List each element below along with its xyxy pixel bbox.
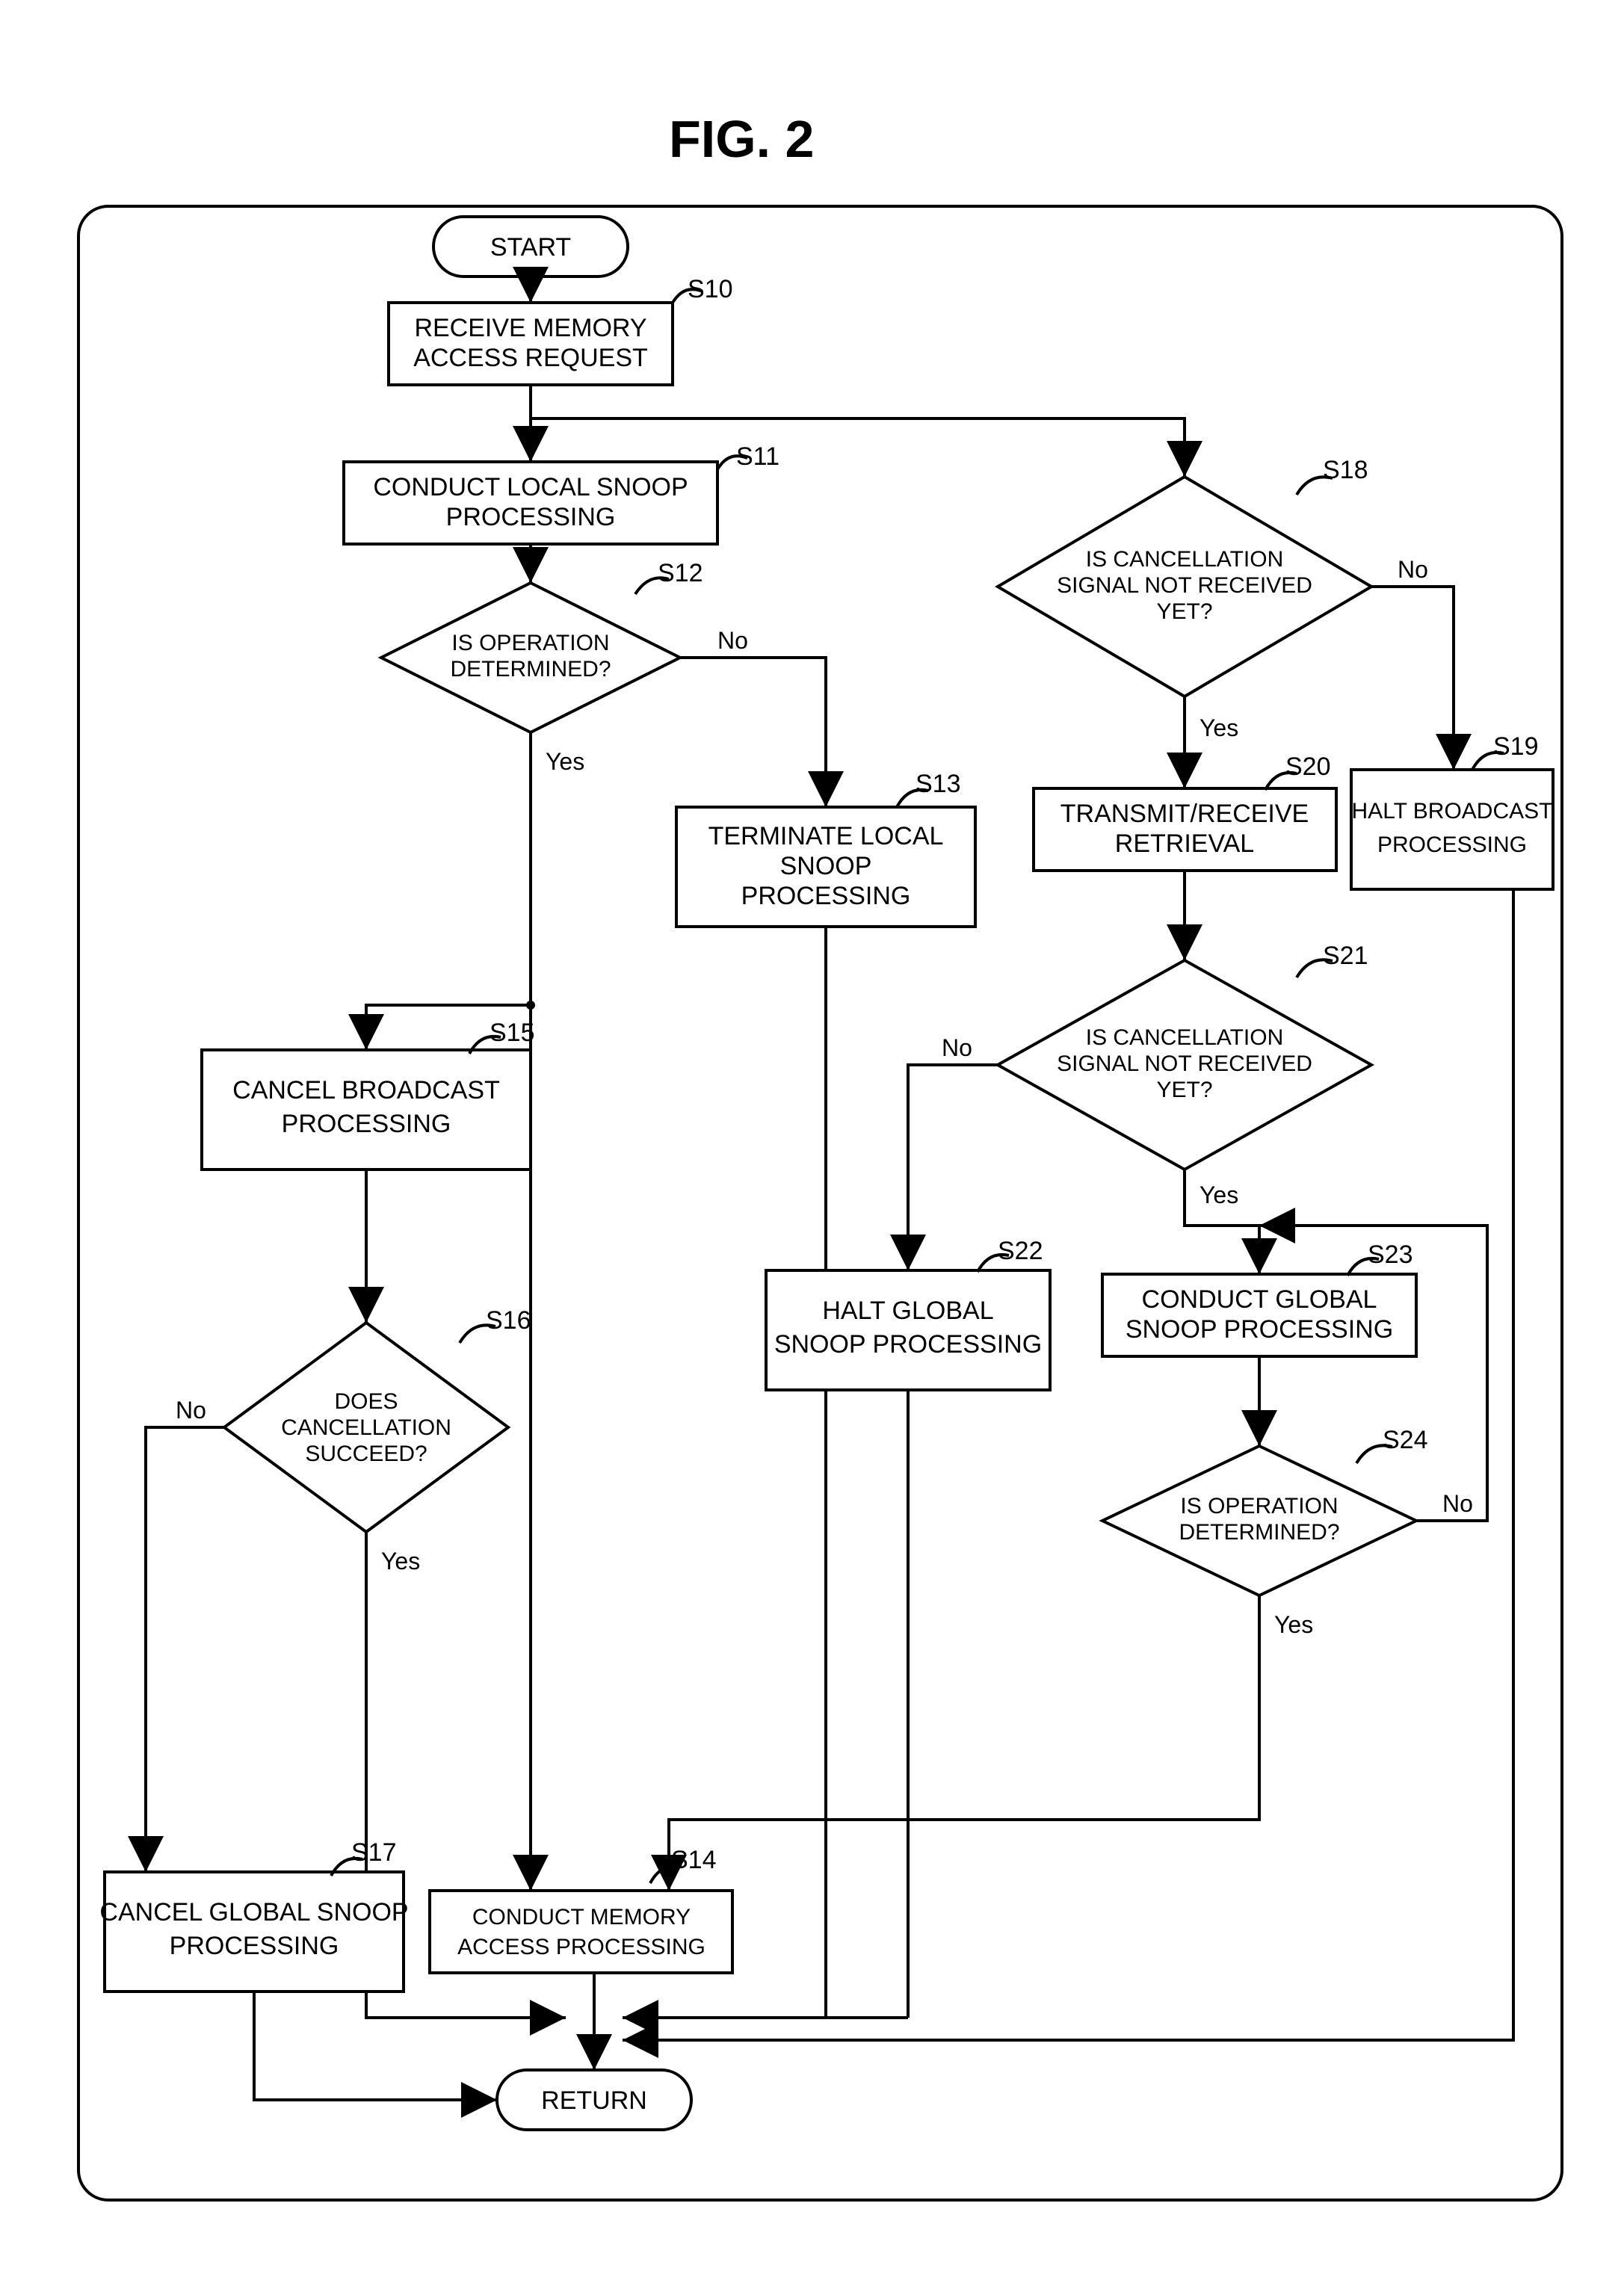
label-s21-yes: Yes: [1200, 1181, 1238, 1208]
svg-text:IS CANCELLATION: IS CANCELLATION: [1086, 1025, 1284, 1050]
svg-text:IS OPERATION: IS OPERATION: [451, 631, 609, 655]
svg-text:RETURN: RETURN: [541, 2086, 647, 2115]
svg-text:RECEIVE MEMORY: RECEIVE MEMORY: [414, 314, 646, 342]
node-s11: CONDUCT LOCAL SNOOP PROCESSING: [344, 462, 717, 544]
tag-s23: S23: [1368, 1240, 1413, 1269]
svg-text:PROCESSING: PROCESSING: [1377, 832, 1527, 857]
tag-s21: S21: [1323, 942, 1368, 970]
svg-text:PROCESSING: PROCESSING: [282, 1110, 451, 1138]
svg-text:HALT GLOBAL: HALT GLOBAL: [822, 1297, 993, 1325]
tag-s14: S14: [671, 1846, 717, 1874]
svg-text:CANCEL GLOBAL SNOOP: CANCEL GLOBAL SNOOP: [99, 1898, 408, 1927]
tag-s19: S19: [1493, 732, 1539, 761]
tag-s17: S17: [351, 1838, 397, 1867]
svg-text:HALT BROADCAST: HALT BROADCAST: [1352, 799, 1553, 824]
svg-text:START: START: [490, 233, 571, 262]
svg-text:CANCELLATION: CANCELLATION: [281, 1415, 451, 1440]
node-s15: CANCEL BROADCAST PROCESSING: [202, 1050, 531, 1170]
node-s23: CONDUCT GLOBAL SNOOP PROCESSING: [1102, 1274, 1416, 1356]
node-s22: HALT GLOBAL SNOOP PROCESSING: [766, 1270, 1050, 1390]
svg-text:IS OPERATION: IS OPERATION: [1180, 1494, 1338, 1518]
tag-s15: S15: [490, 1019, 535, 1047]
svg-text:SIGNAL NOT RECEIVED: SIGNAL NOT RECEIVED: [1057, 573, 1312, 598]
label-s24-yes: Yes: [1274, 1611, 1313, 1638]
svg-text:ACCESS PROCESSING: ACCESS PROCESSING: [457, 1935, 706, 1959]
svg-text:SNOOP PROCESSING: SNOOP PROCESSING: [774, 1330, 1042, 1359]
figure-title: FIG. 2: [669, 110, 814, 168]
node-start: START: [433, 217, 628, 276]
svg-text:TERMINATE LOCAL: TERMINATE LOCAL: [708, 822, 944, 850]
label-s24-no: No: [1442, 1490, 1473, 1517]
svg-text:TRANSMIT/RECEIVE: TRANSMIT/RECEIVE: [1060, 800, 1309, 828]
svg-text:CONDUCT LOCAL SNOOP: CONDUCT LOCAL SNOOP: [373, 473, 688, 501]
svg-text:IS CANCELLATION: IS CANCELLATION: [1086, 547, 1284, 572]
flowchart-svg: FIG. 2 START RECEIVE MEMORY ACCESS REQUE…: [0, 0, 1624, 2274]
node-s17: CANCEL GLOBAL SNOOP PROCESSING: [99, 1872, 408, 1992]
svg-text:RETRIEVAL: RETRIEVAL: [1115, 829, 1254, 858]
svg-text:PROCESSING: PROCESSING: [170, 1932, 339, 1960]
tag-s13: S13: [916, 770, 961, 798]
svg-text:SNOOP: SNOOP: [780, 852, 872, 880]
node-s19: HALT BROADCAST PROCESSING: [1351, 770, 1553, 889]
label-s18-no: No: [1398, 556, 1428, 583]
tag-s22: S22: [998, 1237, 1043, 1265]
svg-text:YET?: YET?: [1156, 1078, 1212, 1102]
tag-s12: S12: [658, 559, 703, 587]
svg-text:YET?: YET?: [1156, 599, 1212, 624]
node-s13: TERMINATE LOCAL SNOOP PROCESSING: [676, 807, 975, 927]
label-s21-no: No: [942, 1034, 972, 1061]
svg-text:SUCCEED?: SUCCEED?: [305, 1442, 427, 1466]
label-s18-yes: Yes: [1200, 714, 1238, 741]
svg-text:DETERMINED?: DETERMINED?: [1179, 1520, 1339, 1545]
svg-text:CONDUCT MEMORY: CONDUCT MEMORY: [472, 1905, 691, 1929]
svg-text:PROCESSING: PROCESSING: [446, 503, 616, 531]
svg-text:CANCEL BROADCAST: CANCEL BROADCAST: [232, 1076, 500, 1104]
node-s14: CONDUCT MEMORY ACCESS PROCESSING: [430, 1891, 732, 1973]
node-s10: RECEIVE MEMORY ACCESS REQUEST: [389, 303, 673, 385]
svg-text:SIGNAL NOT RECEIVED: SIGNAL NOT RECEIVED: [1057, 1051, 1312, 1076]
tag-s16: S16: [486, 1306, 531, 1335]
svg-text:PROCESSING: PROCESSING: [741, 882, 911, 910]
tag-s24: S24: [1383, 1426, 1428, 1454]
label-s12-no: No: [717, 627, 748, 654]
label-s12-yes: Yes: [546, 748, 584, 775]
svg-text:ACCESS REQUEST: ACCESS REQUEST: [413, 344, 648, 372]
svg-text:CONDUCT GLOBAL: CONDUCT GLOBAL: [1142, 1285, 1377, 1314]
tag-s20: S20: [1285, 753, 1331, 781]
svg-text:SNOOP PROCESSING: SNOOP PROCESSING: [1126, 1315, 1393, 1344]
tag-s18: S18: [1323, 456, 1368, 484]
svg-text:DOES: DOES: [334, 1389, 398, 1414]
label-s16-yes: Yes: [381, 1548, 420, 1575]
node-s20: TRANSMIT/RECEIVE RETRIEVAL: [1034, 788, 1336, 871]
label-s16-no: No: [176, 1397, 206, 1424]
node-return: RETURN: [497, 2070, 691, 2130]
svg-text:DETERMINED?: DETERMINED?: [450, 657, 611, 682]
